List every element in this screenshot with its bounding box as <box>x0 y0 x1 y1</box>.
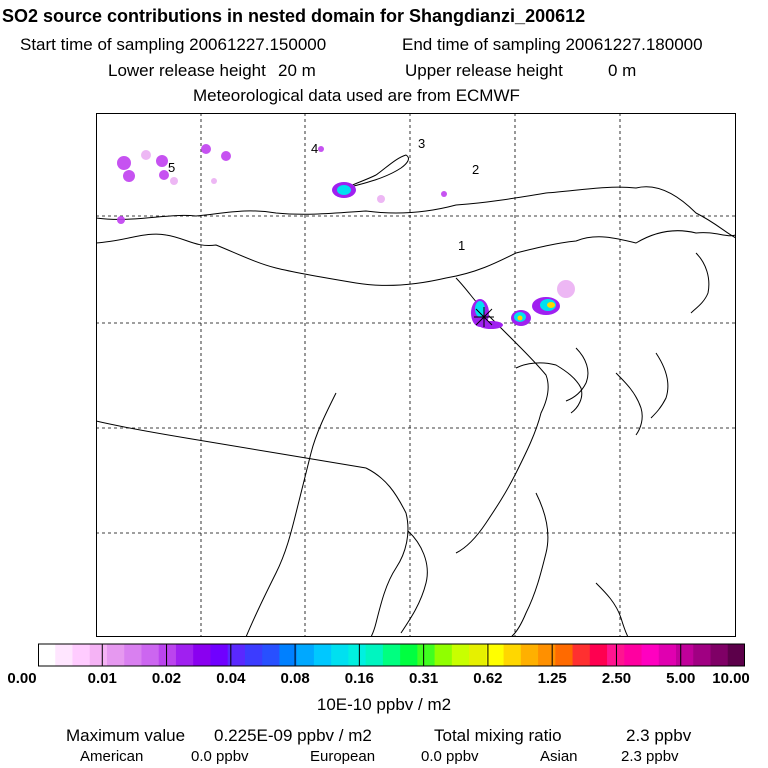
region-label-1: 1 <box>458 238 465 253</box>
max-value-label: Maximum value <box>66 726 186 745</box>
color-scale-swatch <box>710 644 729 666</box>
total-mixing-label: Total mixing ratio <box>434 726 562 745</box>
color-scale-swatch <box>89 644 108 666</box>
map-frame <box>96 113 736 637</box>
color-scale-swatch <box>538 644 556 666</box>
color-scale-frame <box>38 643 745 667</box>
color-scale-tick-label: 0.02 <box>151 670 182 687</box>
color-scale-swatch <box>313 644 332 666</box>
color-scale-swatch <box>503 644 522 666</box>
european-label: European <box>310 748 376 765</box>
met-data-label: Meteorological data used are from ECMWF <box>193 86 520 105</box>
color-scale-swatch <box>55 644 73 666</box>
color-scale-swatch <box>658 644 677 666</box>
color-scale-swatch <box>38 644 56 666</box>
units-label: 10E-10 ppbv / m2 <box>316 695 452 714</box>
color-scale-swatch <box>106 644 125 666</box>
color-scale-swatch <box>727 644 745 666</box>
color-scale-swatch <box>417 644 436 666</box>
color-scale-swatch <box>451 644 470 666</box>
color-scale-swatch <box>624 644 643 666</box>
color-scale-bar <box>38 643 745 667</box>
end-time: End time of sampling 20061227.180000 <box>402 35 703 54</box>
color-scale-swatch <box>382 644 401 666</box>
color-scale-swatch <box>72 644 91 666</box>
asian-label: Asian <box>540 748 578 765</box>
color-scale-tick-label: 0.08 <box>280 670 310 687</box>
european-value: 0.0 ppbv <box>421 748 479 765</box>
color-scale-tick-label: 2.50 <box>601 670 632 687</box>
color-scale-swatch <box>193 644 211 666</box>
color-scale-swatch <box>262 644 280 666</box>
color-scale-swatch <box>348 644 367 666</box>
color-scale-swatch <box>175 644 194 666</box>
region-label-4: 4 <box>311 141 318 156</box>
color-scale-tick-label: 0.16 <box>344 670 374 687</box>
color-scale-tick-label: 0.31 <box>409 670 439 687</box>
color-scale-swatch <box>279 644 298 666</box>
american-label: American <box>80 748 144 765</box>
color-scale-tick-label: 0.04 <box>216 670 246 687</box>
receptor-marker-icon <box>474 307 494 327</box>
color-scale-swatch <box>227 644 246 666</box>
source-contribution-map: 1 2 3 4 5 <box>96 113 736 637</box>
color-scale-tick-label: 10.00 <box>712 670 750 687</box>
color-scale-swatch <box>676 644 694 666</box>
color-scale-tick-label: 1.25 <box>537 670 567 687</box>
max-value: 0.225E-09 ppbv / m2 <box>214 726 372 745</box>
total-mixing-value: 2.3 ppbv <box>626 726 692 745</box>
american-value: 0.0 ppbv <box>191 748 249 765</box>
asian-value: 2.3 ppbv <box>621 748 679 765</box>
color-scale-swatch <box>141 644 160 666</box>
color-scale-tick-label: 0.00 <box>7 670 37 687</box>
color-scale-swatch <box>331 644 349 666</box>
color-scale-swatch <box>572 644 591 666</box>
color-scale-swatch <box>469 644 487 666</box>
color-scale-swatch <box>486 644 505 666</box>
region-label-3: 3 <box>418 136 425 151</box>
region-label-5: 5 <box>168 160 175 175</box>
color-scale-tick-label: 5.00 <box>666 670 696 687</box>
lower-release-label: Lower release height <box>108 61 266 80</box>
color-scale-swatch <box>607 644 625 666</box>
color-scale-swatch <box>641 644 660 666</box>
color-scale-swatch <box>296 644 315 666</box>
coastlines-borders <box>96 154 736 637</box>
color-scale-swatch <box>158 644 177 666</box>
color-scale-swatch <box>365 644 384 666</box>
color-scale-swatch <box>210 644 229 666</box>
color-scale-swatch <box>520 644 539 666</box>
color-scale-swatch <box>400 644 418 666</box>
color-scale-tick-label: 0.01 <box>87 670 117 687</box>
color-scale-swatch <box>555 644 574 666</box>
upper-release-value: 0 m <box>608 61 637 80</box>
color-scale-swatch <box>589 644 608 666</box>
color-scale-tick-label: 0.62 <box>473 670 503 687</box>
color-scale-swatch <box>434 644 453 666</box>
region-label-2: 2 <box>472 162 479 177</box>
color-scale-swatch <box>244 644 263 666</box>
lower-release-value: 20 m <box>278 61 316 80</box>
page-title: SO2 source contributions in nested domai… <box>2 6 586 26</box>
upper-release-label: Upper release height <box>405 61 563 80</box>
color-scale-swatch <box>693 644 712 666</box>
graticule <box>96 113 736 637</box>
start-time: Start time of sampling 20061227.150000 <box>20 35 327 54</box>
color-scale-swatch <box>124 644 142 666</box>
